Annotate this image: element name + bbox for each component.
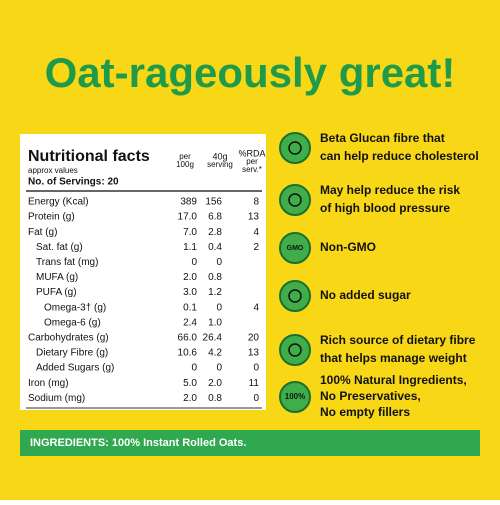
nutrient-value: 2.4 — [183, 317, 197, 328]
nutrient-value: 20 — [248, 333, 260, 344]
nutrient-value: 5.0 — [183, 378, 197, 389]
nutrient-value: 2 — [253, 242, 259, 253]
nutrient-value: 1.0 — [208, 317, 222, 328]
title: Oat-rageously great! — [45, 49, 456, 96]
icon-glyph — [288, 193, 302, 207]
ingredients-bar — [20, 430, 480, 456]
benefit-text: Rich source of dietary fibre — [320, 333, 476, 347]
nutrient-value: 0 — [253, 363, 259, 374]
nutrient-value: 7.0 — [183, 227, 197, 238]
benefit-text: of high blood pressure — [320, 201, 450, 215]
nutrition-heading: Nutritional facts — [28, 148, 150, 165]
nutrient-value: 0 — [191, 257, 197, 268]
benefit-icon — [279, 381, 311, 413]
column-header: serv.* — [242, 165, 262, 174]
nutrient-value: 0 — [216, 302, 222, 313]
nutrient-value: 26.4 — [203, 333, 223, 344]
nutrient-value: 11 — [249, 378, 260, 389]
nutrient-name: Trans fat (mg) — [36, 257, 98, 268]
column-header: 100g — [176, 160, 194, 169]
nutrient-value: 0 — [191, 363, 197, 374]
nutrient-value: 2.0 — [208, 378, 222, 389]
benefit-text: that helps manage weight — [320, 351, 467, 365]
benefit-text: No Preservatives, — [320, 389, 421, 403]
icon-glyph — [288, 343, 302, 357]
benefit-text: can help reduce cholesterol — [320, 149, 479, 163]
nutrient-name: Fat (g) — [28, 227, 57, 238]
benefit-text: Beta Glucan fibre that — [320, 131, 445, 145]
nutrient-value: 10.6 — [178, 348, 198, 359]
nutrient-value: 0 — [253, 393, 259, 404]
nutrient-value: 4.2 — [208, 348, 222, 359]
benefit-icon — [279, 334, 311, 366]
nutrient-value: 0 — [216, 257, 222, 268]
nutrient-name: PUFA (g) — [36, 287, 77, 298]
benefit-text: No added sugar — [320, 288, 411, 302]
nutrition-note: approx values — [28, 166, 78, 175]
nutrient-value: 4 — [253, 302, 259, 313]
icon-glyph — [288, 289, 302, 303]
nutrient-value: 0.8 — [208, 393, 222, 404]
benefit-text: No empty fillers — [320, 405, 410, 419]
nutrient-name: Added Sugars (g) — [36, 363, 114, 374]
nutrient-value: 1.1 — [183, 242, 197, 253]
column-header: serving — [207, 160, 233, 169]
nutrient-name: Protein (g) — [28, 212, 75, 223]
benefit-icon — [279, 132, 311, 164]
nutrient-value: 0.1 — [183, 302, 197, 313]
ingredients: INGREDIENTS: 100% Instant Rolled Oats. — [30, 437, 246, 449]
nutrient-value: 2.8 — [208, 227, 222, 238]
nutrient-name: Omega-6 (g) — [44, 317, 101, 328]
nutrient-value: 13 — [248, 348, 260, 359]
nutrient-value: 0 — [216, 363, 222, 374]
nutrient-value: 17.0 — [178, 212, 198, 223]
nutrient-name: Iron (mg) — [28, 378, 69, 389]
nutrient-name: Sodium (mg) — [28, 393, 85, 404]
benefit-text: May help reduce the risk — [320, 183, 460, 197]
benefit-icon — [279, 280, 311, 312]
nutrient-name: Omega-3† (g) — [44, 302, 106, 313]
nutrient-name: Dietary Fibre (g) — [36, 348, 108, 359]
nutrient-value: 13 — [248, 212, 260, 223]
icon-glyph — [288, 141, 302, 155]
benefit-icons: GMO 100% — [279, 132, 311, 413]
nutrient-value: 4 — [253, 227, 259, 238]
icon-label: GMO — [287, 245, 304, 252]
benefit-icon — [279, 184, 311, 216]
nutrient-value: 0.4 — [208, 242, 222, 253]
nutrient-value: 156 — [205, 197, 222, 208]
nutrient-value: 2.0 — [183, 272, 197, 283]
nutrient-name: Energy (Kcal) — [28, 197, 89, 208]
nutrition-panel — [20, 134, 266, 410]
nutrient-name: Carbohydrates (g) — [28, 333, 109, 344]
nutrient-value: 2.0 — [183, 393, 197, 404]
benefit-text: 100% Natural Ingredients, — [320, 373, 467, 387]
benefit-text: Non-GMO — [320, 240, 376, 254]
nutrient-value: 0.8 — [208, 272, 222, 283]
column-header: 40g — [212, 151, 227, 161]
nutrient-value: 389 — [180, 197, 197, 208]
icon-label: 100% — [285, 392, 305, 401]
nutrient-value: 66.0 — [178, 333, 198, 344]
nutrient-value: 1.2 — [208, 287, 222, 298]
nutrient-value: 8 — [253, 197, 259, 208]
servings: No. of Servings: 20 — [28, 177, 119, 188]
benefit-icon — [279, 232, 311, 264]
column-header: per — [246, 157, 258, 166]
nutrient-name: Sat. fat (g) — [36, 242, 83, 253]
column-header: per — [179, 152, 191, 161]
nutrient-value: 3.0 — [183, 287, 197, 298]
column-header: %RDA — [238, 148, 265, 158]
nutrient-name: MUFA (g) — [36, 272, 78, 283]
nutrient-value: 6.8 — [208, 212, 222, 223]
